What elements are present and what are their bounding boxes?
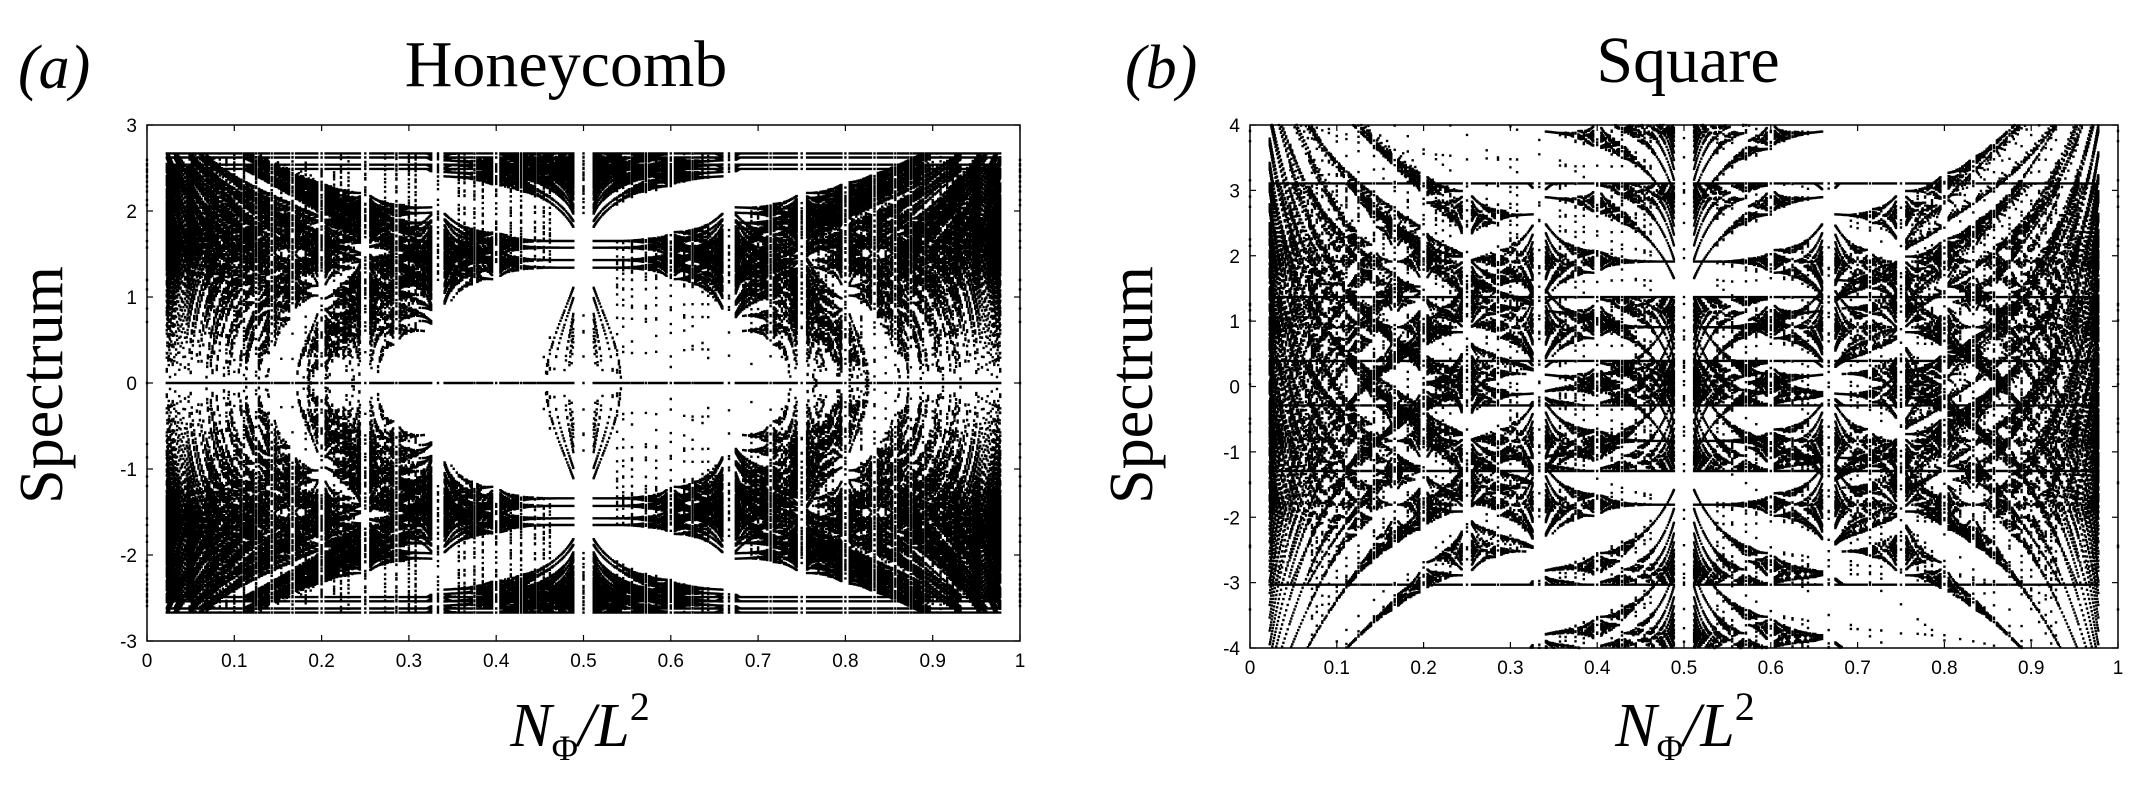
x-tick-label: 0 — [1245, 658, 1256, 679]
y-tick-label: 1 — [126, 288, 137, 309]
y-tick-label: 0 — [1229, 378, 1240, 399]
panel-b-title: Square — [1596, 24, 1779, 97]
spectrum-points — [145, 152, 1022, 614]
y-tick-label: 1 — [1229, 312, 1240, 333]
y-tick-label: -4 — [1223, 639, 1240, 660]
panel-b-plot-area: 0 0.1 0.2 0.3 0.4 0.5 0.6 0.7 0.8 0.9 1 4 3 2 1 0 -1 -2 -3… — [1223, 116, 2123, 679]
y-tick-label: -1 — [1223, 443, 1240, 464]
x-tick-label: 0.2 — [308, 651, 334, 672]
x-tick-label: 0.3 — [396, 651, 422, 672]
y-tick-label: 4 — [1229, 116, 1240, 137]
x-tick-label: 0.6 — [1758, 658, 1784, 679]
y-tick-label: -1 — [120, 460, 137, 481]
y-tick-label: 2 — [1229, 247, 1240, 268]
x-tick-label: 0.5 — [570, 651, 596, 672]
x-tick-label: 1 — [1015, 651, 1026, 672]
x-tick-label: 0.9 — [2018, 658, 2044, 679]
y-tick-label: -3 — [120, 632, 137, 653]
x-tick-label: 0.7 — [1844, 658, 1870, 679]
y-tick-label: 3 — [1229, 181, 1240, 202]
x-tick-label: 1 — [2113, 658, 2124, 679]
y-tick-label: 2 — [126, 202, 137, 223]
panel-a-letter: (a) — [18, 34, 90, 102]
x-tick-label: 0.1 — [1324, 658, 1350, 679]
spectrum-points — [1248, 123, 2120, 650]
x-tick-label: 0.5 — [1671, 658, 1697, 679]
y-tick-label: -2 — [1223, 508, 1240, 529]
y-tick-label: 0 — [126, 374, 137, 395]
x-tick-label: 0.3 — [1497, 658, 1523, 679]
x-tick-label: 0.9 — [919, 651, 945, 672]
panel-a: (a) Honeycomb Spectrum 0 0.1 0.2 0.3 0.4 0.5 0… — [8, 28, 1025, 768]
panel-b-letter: (b) — [1125, 34, 1197, 102]
x-tick-label: 0 — [142, 651, 153, 672]
spectrum-dots — [145, 152, 1022, 614]
x-tick-label: 0.8 — [1931, 658, 1957, 679]
spectrum-dots — [1248, 123, 2120, 650]
x-tick-label: 0.2 — [1410, 658, 1436, 679]
y-tick-label: -3 — [1223, 574, 1240, 595]
x-tick-label: 0.8 — [832, 651, 858, 672]
x-tick-label: 0.7 — [745, 651, 771, 672]
panel-a-plot-area: 0 0.1 0.2 0.3 0.4 0.5 0.6 0.7 0.8 0.9 1 3 2 1 0 -1 -2 -3 — [120, 116, 1025, 672]
panel-b-ylabel: Spectrum — [1098, 266, 1166, 504]
x-tick-label: 0.1 — [221, 651, 247, 672]
panel-a-ylabel: Spectrum — [8, 266, 76, 504]
x-tick-label: 0.4 — [483, 651, 510, 672]
panel-a-xlabel: NΦ/L2 — [509, 684, 649, 768]
y-tick-label: 3 — [126, 116, 137, 137]
x-tick-label: 0.6 — [658, 651, 684, 672]
panel-b: (b) Square Spectrum 0 0.1 0.2 0.3 0.4 0.5 0.6 0… — [1098, 24, 2123, 768]
panel-a-title: Honeycomb — [405, 28, 728, 101]
y-tick-label: -2 — [120, 546, 137, 567]
x-tick-label: 0.4 — [1584, 658, 1611, 679]
panel-b-xlabel: NΦ/L2 — [1614, 684, 1754, 768]
